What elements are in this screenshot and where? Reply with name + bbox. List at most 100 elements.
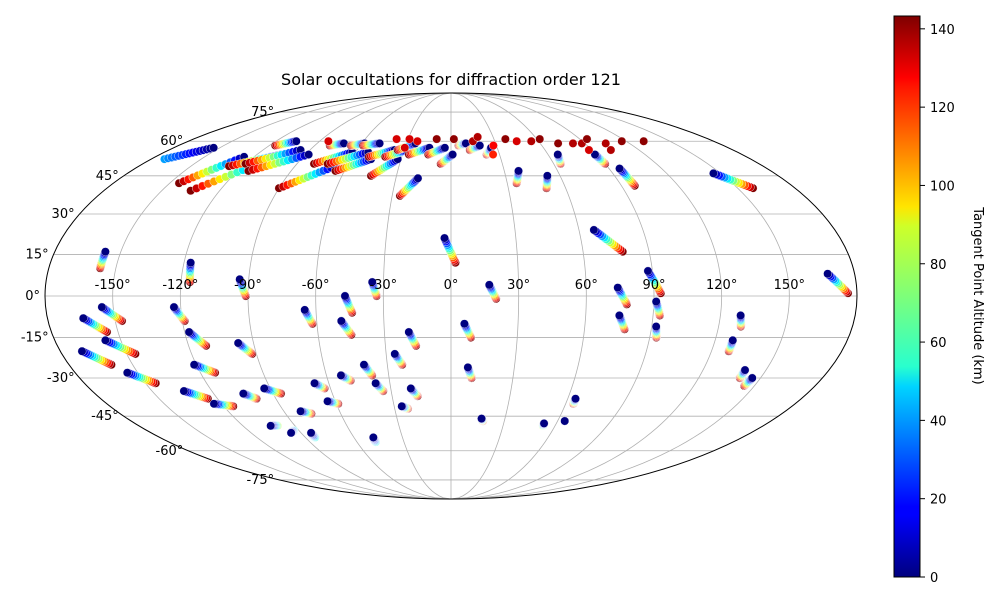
colorbar-tick-label: 40	[930, 414, 947, 429]
longitude-tick-label: 30°	[507, 278, 530, 293]
occultation-point	[489, 141, 498, 150]
colorbar-label: Tangent Point Altitude (km)	[970, 206, 985, 384]
occultation-point	[728, 335, 738, 345]
occultation-point	[291, 136, 301, 146]
occultation-point	[259, 384, 269, 393]
longitude-gridline	[450, 93, 790, 499]
occultation-point	[571, 394, 580, 404]
colorbar-tick-label: 60	[930, 336, 947, 351]
occultation-point	[651, 322, 661, 331]
latitude-tick-label: -30°	[47, 371, 75, 386]
occultation-point	[651, 297, 661, 306]
occultation-point	[233, 338, 243, 348]
occultation-point	[553, 150, 563, 159]
occultation-point	[601, 138, 611, 148]
occultation-point	[590, 150, 600, 159]
occultation-point	[209, 399, 219, 409]
occultation-point	[340, 291, 350, 301]
occultation-point	[101, 247, 110, 257]
colorbar-ticks: 0 20 40 60 80 100 120 140	[920, 23, 955, 586]
occultation-point	[448, 150, 458, 159]
occultation-point	[440, 143, 450, 153]
longitude-gridline	[450, 93, 520, 499]
occultation-point	[78, 313, 88, 323]
colorbar-tick-label: 0	[930, 571, 938, 586]
occultation-point	[514, 166, 523, 176]
occultation-point	[413, 136, 422, 146]
occultation-point	[639, 136, 649, 146]
occultation-point	[296, 406, 306, 416]
longitude-tick-label: -120°	[162, 278, 198, 293]
latitude-tick-label: 75°	[251, 105, 274, 120]
occultation-point	[512, 136, 522, 146]
occultation-point	[606, 145, 616, 155]
occultation-point	[615, 164, 624, 173]
longitude-tick-labels: -150° -120° -90° -60° -30° 0° 30° 60° 90° 120° 150…	[95, 278, 805, 293]
occultation-point	[740, 365, 750, 375]
longitude-gridline	[112, 93, 452, 499]
occultation-point	[460, 319, 469, 329]
occultation-point	[390, 349, 400, 359]
occultation-point	[266, 421, 276, 431]
occultation-point	[371, 378, 381, 388]
occultation-point	[397, 401, 407, 411]
latitude-tick-label: 45°	[96, 169, 119, 184]
latitude-tick-label: 0°	[25, 289, 40, 304]
latitude-tick-labels: -75° -60° -45° -30° -15° 0° 15° 30° 45° 60° 75°	[21, 105, 274, 488]
occultation-point	[304, 150, 314, 159]
occultation-tracks	[77, 132, 853, 447]
longitude-tick-label: -30°	[369, 278, 397, 293]
latitude-tick-label: 60°	[160, 134, 183, 149]
occultation-point	[617, 136, 627, 146]
occultation-point	[484, 280, 494, 290]
occultation-point	[97, 302, 107, 312]
colorbar-tick-label: 80	[930, 258, 947, 273]
map-boundary	[44, 92, 858, 500]
occultation-point	[400, 143, 410, 153]
occultation-point	[77, 346, 87, 356]
occultation-point	[101, 335, 110, 345]
longitude-tick-label: 120°	[706, 278, 737, 293]
occultation-point	[122, 368, 132, 378]
occultation-point	[539, 419, 549, 428]
occultation-point	[473, 132, 483, 142]
colorbar-tick-label: 120	[930, 101, 955, 116]
colorbar-tick-label: 100	[930, 179, 955, 194]
occultation-point	[500, 134, 510, 144]
occultation-point	[568, 138, 578, 148]
occultation-point	[560, 416, 570, 426]
occultation-point	[323, 136, 333, 146]
occultation-point	[463, 362, 473, 372]
occultation-point	[643, 266, 653, 276]
latitude-tick-label: 30°	[52, 207, 75, 222]
occultation-point	[336, 316, 346, 326]
occultation-point	[209, 143, 219, 153]
occultation-point	[613, 283, 623, 293]
chart-title: Solar occultations for diffraction order…	[281, 70, 621, 89]
occultation-point	[310, 378, 319, 388]
occultation-point	[584, 145, 594, 155]
occultation-point	[186, 258, 196, 268]
occultation-point	[306, 428, 316, 438]
occultation-point	[367, 277, 377, 287]
longitude-tick-label: -90°	[234, 278, 262, 293]
longitude-tick-label: 0°	[444, 278, 459, 293]
occultation-point	[449, 134, 459, 144]
occultation-point	[475, 141, 485, 150]
longitude-tick-label: 60°	[575, 278, 598, 293]
occultation-point	[300, 305, 310, 315]
occultation-point	[404, 327, 414, 337]
colorbar-gradient	[893, 15, 921, 578]
longitude-tick-label: 90°	[642, 278, 665, 293]
occultation-point	[169, 302, 179, 312]
occultation-point	[747, 373, 757, 383]
longitude-tick-label: -60°	[302, 278, 330, 293]
occultation-point	[589, 225, 599, 235]
occultation-point	[413, 173, 423, 183]
occultation-point	[359, 360, 369, 370]
colorbar: 0 20 40 60 80 100 120 140 Tangent Point Altitud…	[893, 15, 985, 586]
occultation-point	[323, 396, 332, 406]
occultation-point	[614, 311, 624, 320]
occultation-point	[392, 134, 402, 144]
